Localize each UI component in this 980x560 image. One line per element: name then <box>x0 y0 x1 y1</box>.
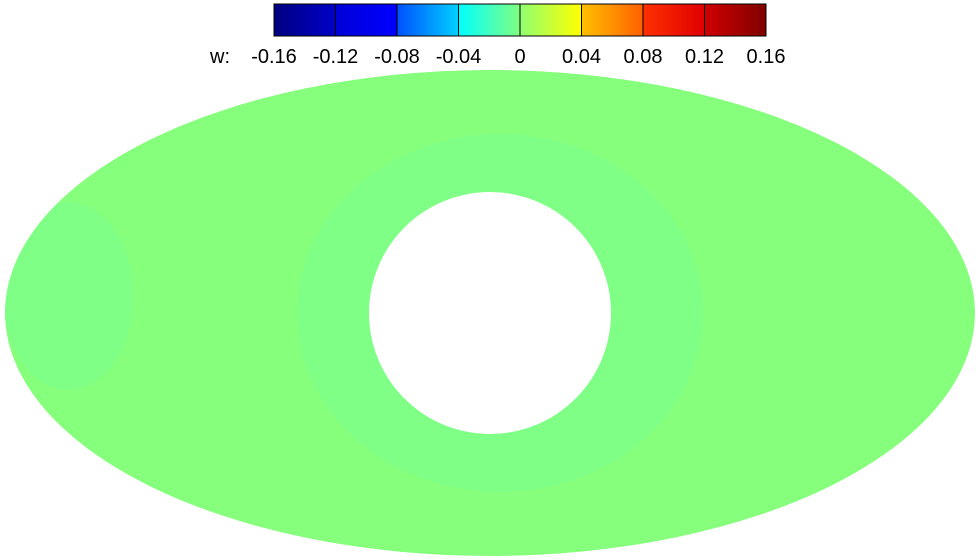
colorbar-segment <box>335 3 398 37</box>
colorbar-tick-label: 0.04 <box>562 46 601 68</box>
region-central-hole <box>369 192 611 434</box>
colorbar-tick-labels: -0.16 -0.12 -0.08 -0.04 0 0.04 0.08 0.12 0.16 <box>251 46 785 68</box>
colorbar-tick-label: -0.12 <box>313 46 359 68</box>
colorbar-variable-label: w: <box>209 46 230 68</box>
colorbar <box>273 3 767 37</box>
colorbar-segment <box>704 3 767 37</box>
colorbar-segment <box>581 3 644 37</box>
colorbar-tick-label: -0.16 <box>251 46 297 68</box>
colorbar-segment <box>642 3 705 37</box>
colorbar-segment <box>273 3 336 37</box>
colorbar-tick-label: 0.16 <box>747 46 786 68</box>
colorbar-segment <box>519 3 582 37</box>
colorbar-segment <box>458 3 521 37</box>
colorbar-segment <box>396 3 459 37</box>
region-left-patch <box>5 202 133 390</box>
colorbar-tick-label: -0.08 <box>374 46 420 68</box>
colorbar-tick-label: 0 <box>514 46 525 68</box>
colorbar-tick-label: 0.12 <box>685 46 724 68</box>
colorbar-tick-label: -0.04 <box>436 46 482 68</box>
colorbar-tick-label: 0.08 <box>624 46 663 68</box>
